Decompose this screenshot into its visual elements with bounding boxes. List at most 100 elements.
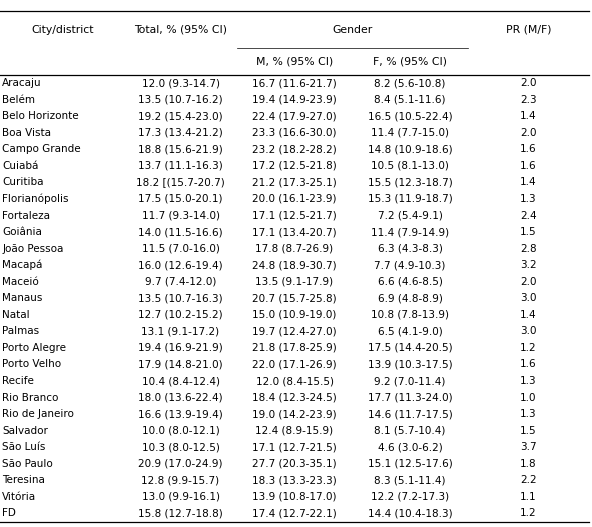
Text: Macapá: Macapá — [2, 260, 43, 270]
Text: Campo Grande: Campo Grande — [2, 144, 81, 154]
Text: 1.6: 1.6 — [520, 144, 537, 154]
Text: 12.8 (9.9-15.7): 12.8 (9.9-15.7) — [141, 475, 220, 485]
Text: Natal: Natal — [2, 310, 30, 320]
Text: FD: FD — [2, 509, 16, 519]
Text: 15.1 (12.5-17.6): 15.1 (12.5-17.6) — [368, 459, 452, 469]
Text: 15.8 (12.7-18.8): 15.8 (12.7-18.8) — [138, 509, 223, 519]
Text: Gender: Gender — [332, 25, 372, 34]
Text: Palmas: Palmas — [2, 326, 40, 336]
Text: 18.3 (13.3-23.3): 18.3 (13.3-23.3) — [252, 475, 337, 485]
Text: 8.4 (5.1-11.6): 8.4 (5.1-11.6) — [374, 95, 446, 105]
Text: 19.4 (16.9-21.9): 19.4 (16.9-21.9) — [138, 343, 223, 353]
Text: 8.1 (5.7-10.4): 8.1 (5.7-10.4) — [374, 426, 446, 436]
Text: 23.2 (18.2-28.2): 23.2 (18.2-28.2) — [252, 144, 337, 154]
Text: 2.4: 2.4 — [520, 210, 537, 220]
Text: 13.7 (11.1-16.3): 13.7 (11.1-16.3) — [138, 161, 223, 171]
Text: Manaus: Manaus — [2, 294, 43, 303]
Text: 1.4: 1.4 — [520, 310, 537, 320]
Text: 7.2 (5.4-9.1): 7.2 (5.4-9.1) — [378, 210, 442, 220]
Text: 17.1 (12.5-21.7): 17.1 (12.5-21.7) — [252, 210, 337, 220]
Text: Aracaju: Aracaju — [2, 78, 42, 88]
Text: 14.0 (11.5-16.6): 14.0 (11.5-16.6) — [139, 227, 223, 237]
Text: 19.4 (14.9-23.9): 19.4 (14.9-23.9) — [252, 95, 337, 105]
Text: 9.7 (7.4-12.0): 9.7 (7.4-12.0) — [145, 277, 216, 287]
Text: 19.7 (12.4-27.0): 19.7 (12.4-27.0) — [252, 326, 337, 336]
Text: 1.5: 1.5 — [520, 227, 537, 237]
Text: 10.5 (8.1-13.0): 10.5 (8.1-13.0) — [371, 161, 449, 171]
Text: 15.3 (11.9-18.7): 15.3 (11.9-18.7) — [368, 194, 452, 204]
Text: 16.7 (11.6-21.7): 16.7 (11.6-21.7) — [252, 78, 337, 88]
Text: 1.3: 1.3 — [520, 409, 537, 419]
Text: 23.3 (16.6-30.0): 23.3 (16.6-30.0) — [252, 128, 337, 138]
Text: 18.2 [(15.7-20.7): 18.2 [(15.7-20.7) — [136, 178, 225, 188]
Text: 20.0 (16.1-23.9): 20.0 (16.1-23.9) — [252, 194, 337, 204]
Text: 8.3 (5.1-11.4): 8.3 (5.1-11.4) — [374, 475, 446, 485]
Text: 11.4 (7.9-14.9): 11.4 (7.9-14.9) — [371, 227, 449, 237]
Text: 12.0 (8.4-15.5): 12.0 (8.4-15.5) — [256, 376, 333, 386]
Text: 2.0: 2.0 — [520, 277, 536, 287]
Text: 15.0 (10.9-19.0): 15.0 (10.9-19.0) — [252, 310, 337, 320]
Text: 1.5: 1.5 — [520, 426, 537, 436]
Text: 17.8 (8.7-26.9): 17.8 (8.7-26.9) — [256, 243, 333, 253]
Text: 24.8 (18.9-30.7): 24.8 (18.9-30.7) — [252, 260, 337, 270]
Text: 22.0 (17.1-26.9): 22.0 (17.1-26.9) — [252, 359, 337, 369]
Text: 11.5 (7.0-16.0): 11.5 (7.0-16.0) — [141, 243, 220, 253]
Text: 18.4 (12.3-24.5): 18.4 (12.3-24.5) — [252, 393, 337, 403]
Text: São Luís: São Luís — [2, 442, 46, 452]
Text: 17.4 (12.7-22.1): 17.4 (12.7-22.1) — [252, 509, 337, 519]
Text: 3.0: 3.0 — [520, 294, 536, 303]
Text: Curitiba: Curitiba — [2, 178, 44, 188]
Text: 1.4: 1.4 — [520, 178, 537, 188]
Text: 1.8: 1.8 — [520, 459, 537, 469]
Text: 1.6: 1.6 — [520, 161, 537, 171]
Text: Belo Horizonte: Belo Horizonte — [2, 111, 79, 121]
Text: 4.6 (3.0-6.2): 4.6 (3.0-6.2) — [378, 442, 442, 452]
Text: Fortaleza: Fortaleza — [2, 210, 50, 220]
Text: 19.0 (14.2-23.9): 19.0 (14.2-23.9) — [252, 409, 337, 419]
Text: 19.2 (15.4-23.0): 19.2 (15.4-23.0) — [139, 111, 223, 121]
Text: 12.4 (8.9-15.9): 12.4 (8.9-15.9) — [256, 426, 333, 436]
Text: 3.7: 3.7 — [520, 442, 537, 452]
Text: 14.6 (11.7-17.5): 14.6 (11.7-17.5) — [368, 409, 452, 419]
Text: 3.2: 3.2 — [520, 260, 537, 270]
Text: 13.5 (10.7-16.2): 13.5 (10.7-16.2) — [139, 95, 223, 105]
Text: 13.5 (10.7-16.3): 13.5 (10.7-16.3) — [139, 294, 223, 303]
Text: 1.0: 1.0 — [520, 393, 536, 403]
Text: 2.2: 2.2 — [520, 475, 537, 485]
Text: 9.2 (7.0-11.4): 9.2 (7.0-11.4) — [374, 376, 446, 386]
Text: Total, % (95% CI): Total, % (95% CI) — [134, 25, 227, 34]
Text: 2.3: 2.3 — [520, 95, 537, 105]
Text: 17.1 (13.4-20.7): 17.1 (13.4-20.7) — [252, 227, 337, 237]
Text: 2.0: 2.0 — [520, 78, 536, 88]
Text: 12.2 (7.2-17.3): 12.2 (7.2-17.3) — [371, 492, 449, 502]
Text: 16.5 (10.5-22.4): 16.5 (10.5-22.4) — [368, 111, 452, 121]
Text: João Pessoa: João Pessoa — [2, 243, 64, 253]
Text: Recife: Recife — [2, 376, 34, 386]
Text: Rio Branco: Rio Branco — [2, 393, 59, 403]
Text: 2.0: 2.0 — [520, 128, 536, 138]
Text: 18.0 (13.6-22.4): 18.0 (13.6-22.4) — [139, 393, 223, 403]
Text: 6.5 (4.1-9.0): 6.5 (4.1-9.0) — [378, 326, 442, 336]
Text: 8.2 (5.6-10.8): 8.2 (5.6-10.8) — [374, 78, 446, 88]
Text: 17.1 (12.7-21.5): 17.1 (12.7-21.5) — [252, 442, 337, 452]
Text: 16.0 (12.6-19.4): 16.0 (12.6-19.4) — [139, 260, 223, 270]
Text: Cuiabá: Cuiabá — [2, 161, 38, 171]
Text: 17.5 (15.0-20.1): 17.5 (15.0-20.1) — [139, 194, 223, 204]
Text: 14.4 (10.4-18.3): 14.4 (10.4-18.3) — [368, 509, 452, 519]
Text: 21.8 (17.8-25.9): 21.8 (17.8-25.9) — [252, 343, 337, 353]
Text: 17.5 (14.4-20.5): 17.5 (14.4-20.5) — [368, 343, 452, 353]
Text: 6.3 (4.3-8.3): 6.3 (4.3-8.3) — [378, 243, 442, 253]
Text: 1.3: 1.3 — [520, 194, 537, 204]
Text: PR (M/F): PR (M/F) — [506, 25, 551, 34]
Text: 6.9 (4.8-8.9): 6.9 (4.8-8.9) — [378, 294, 442, 303]
Text: 17.9 (14.8-21.0): 17.9 (14.8-21.0) — [139, 359, 223, 369]
Text: Boa Vista: Boa Vista — [2, 128, 52, 138]
Text: 12.7 (10.2-15.2): 12.7 (10.2-15.2) — [139, 310, 223, 320]
Text: Maceió: Maceió — [2, 277, 39, 287]
Text: 1.1: 1.1 — [520, 492, 537, 502]
Text: 13.1 (9.1-17.2): 13.1 (9.1-17.2) — [141, 326, 220, 336]
Text: 21.2 (17.3-25.1): 21.2 (17.3-25.1) — [252, 178, 337, 188]
Text: 10.0 (8.0-12.1): 10.0 (8.0-12.1) — [141, 426, 220, 436]
Text: 10.3 (8.0-12.5): 10.3 (8.0-12.5) — [141, 442, 220, 452]
Text: São Paulo: São Paulo — [2, 459, 53, 469]
